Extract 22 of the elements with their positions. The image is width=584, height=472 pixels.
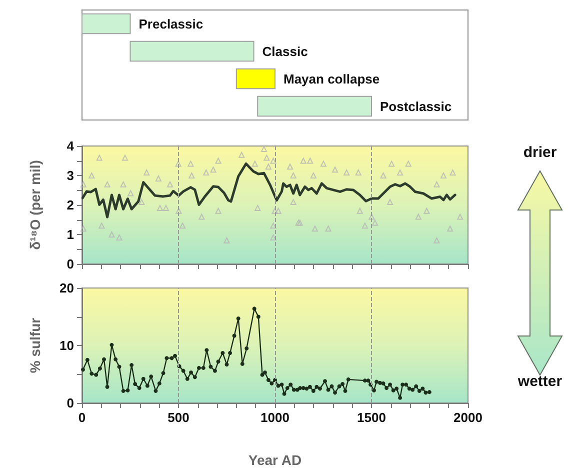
y-tick-label: 2 <box>66 198 74 212</box>
text: drier <box>522 144 558 161</box>
y-axis-title: % sulfur <box>27 317 43 374</box>
y-tick-label: 20 <box>60 280 74 296</box>
x-tick-label: 0 <box>78 410 86 425</box>
y-tick-label: 10 <box>60 338 74 353</box>
y-tick-label: Preclassic <box>138 16 204 32</box>
y-tick-label: Postclassic <box>380 98 452 114</box>
x-tick-label: 500 <box>168 410 190 425</box>
x-axis-title: Year AD <box>248 452 302 468</box>
x-tick-label: 2000 <box>454 410 482 425</box>
x-tick-label: 1000 <box>260 410 290 425</box>
x-tick-label: 1500 <box>357 410 386 425</box>
y-tick-label: 1 <box>66 227 74 242</box>
y-axis-title: δ¹⁸O (per mil) <box>27 160 43 250</box>
y-tick-label: 0 <box>66 256 74 272</box>
y-tick-label: 4 <box>66 138 75 154</box>
text: wetter <box>516 373 564 390</box>
y-tick-label: Classic <box>262 44 308 59</box>
y-tick-label: 0 <box>66 396 74 410</box>
y-tick-label: Mayan collapse <box>284 71 380 86</box>
y-tick-label: 3 <box>66 168 74 183</box>
